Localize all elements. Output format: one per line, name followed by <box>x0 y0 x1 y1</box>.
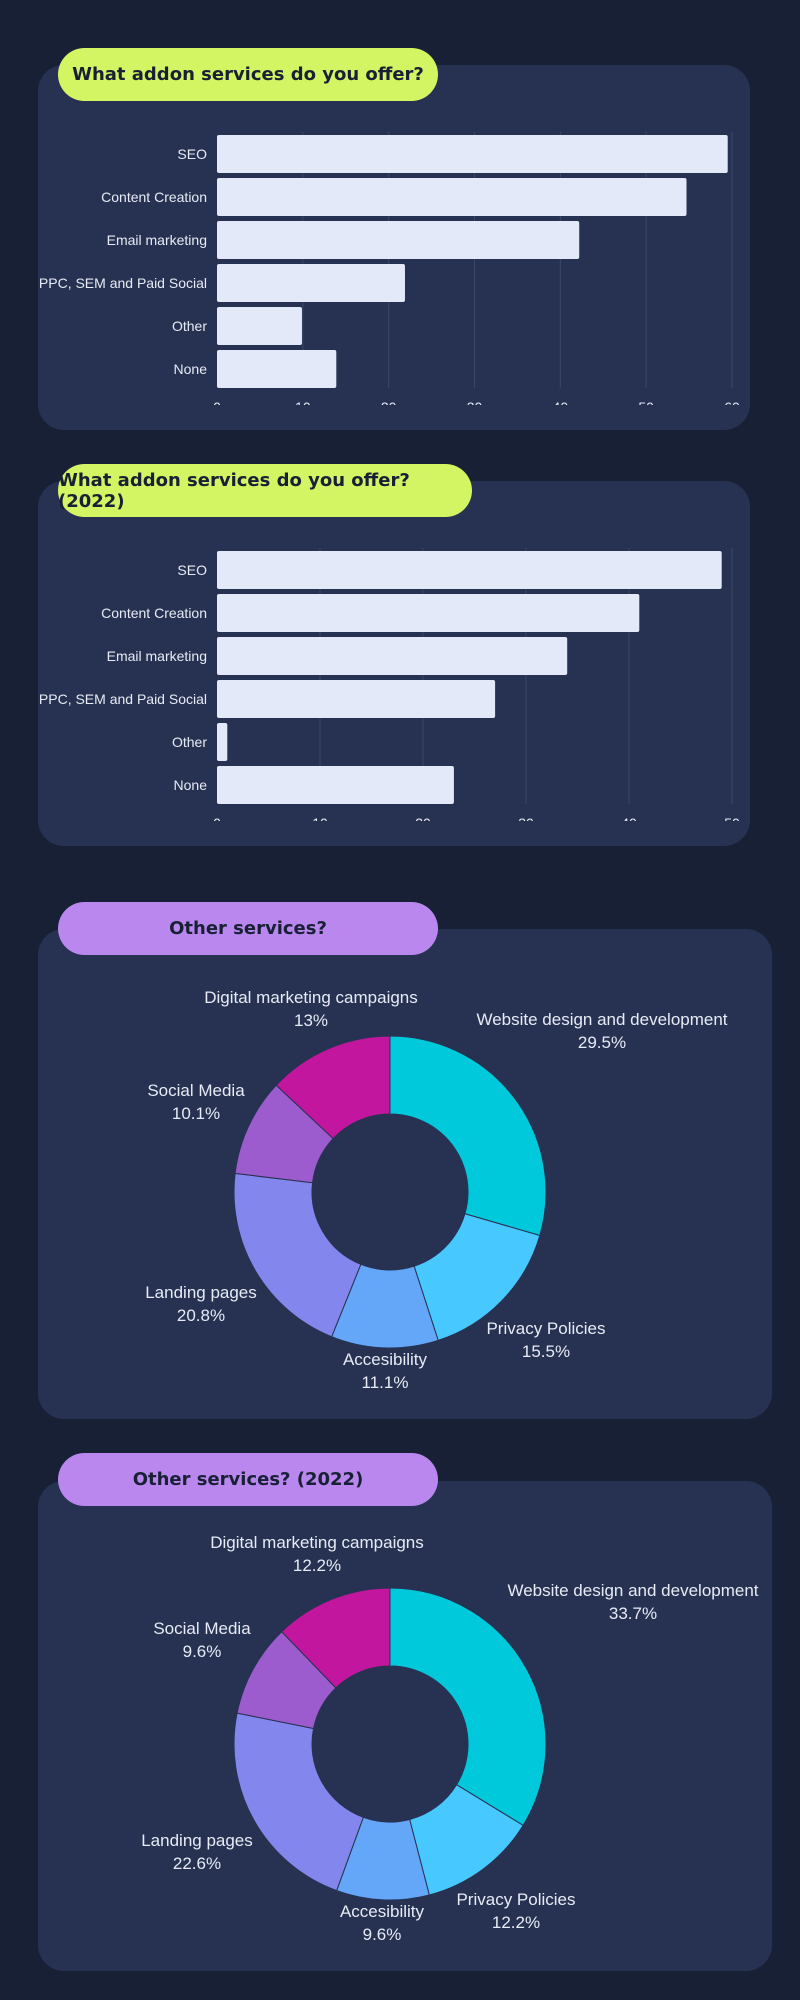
bar <box>217 307 302 345</box>
slice-value-label: 9.6% <box>183 1642 222 1661</box>
bar <box>217 723 228 761</box>
slice-label: Digital marketing campaigns <box>210 1533 424 1552</box>
bar <box>217 594 640 632</box>
category-label: Other <box>172 734 207 750</box>
slice-label: Accesibility <box>343 1350 428 1369</box>
donut-slice <box>389 1035 547 1237</box>
x-tick-label: 50 <box>638 399 654 405</box>
x-tick-label: 20 <box>415 815 431 821</box>
slice-label: Landing pages <box>145 1283 257 1302</box>
bar-chart-1: 0 10 20 30 40 50 60 SEO Content Creation Email ma… <box>39 132 740 405</box>
slice-label: Privacy Policies <box>486 1319 605 1338</box>
x-tick-label: 0 <box>213 399 221 405</box>
bar <box>217 350 337 388</box>
slice-value-label: 9.6% <box>363 1925 402 1944</box>
bar <box>217 680 496 718</box>
category-label: None <box>174 361 208 377</box>
slice-value-label: 20.8% <box>177 1306 225 1325</box>
category-label: PPC, SEM and Paid Social <box>39 275 207 291</box>
slice-value-label: 12.2% <box>293 1556 341 1575</box>
category-label: SEO <box>177 146 207 162</box>
donut-slice <box>275 1035 391 1140</box>
bar <box>217 178 687 216</box>
slice-value-label: 22.6% <box>173 1854 221 1873</box>
slice-value-label: 11.1% <box>362 1373 409 1392</box>
chart-title-1: What addon services do you offer? <box>58 48 438 101</box>
donut-slice <box>389 1587 547 1827</box>
x-tick-label: 30 <box>518 815 534 821</box>
x-tick-label: 40 <box>621 815 637 821</box>
x-tick-label: 10 <box>312 815 328 821</box>
slice-label: Social Media <box>153 1619 251 1638</box>
category-label: None <box>174 777 208 793</box>
slice-value-label: 29.5% <box>578 1033 626 1052</box>
donut-chart-2: Website design and development 33.7% Priva… <box>141 1533 759 1944</box>
slice-label: Website design and development <box>476 1010 727 1029</box>
x-tick-label: 50 <box>724 815 740 821</box>
bar <box>217 766 454 804</box>
bar <box>217 221 580 259</box>
slice-label: Website design and development <box>507 1581 758 1600</box>
category-label: Email marketing <box>107 232 207 248</box>
chart-title-3: Other services? <box>58 902 438 955</box>
x-tick-label: 0 <box>213 815 221 821</box>
slice-label: Social Media <box>147 1081 245 1100</box>
slice-value-label: 10.1% <box>172 1104 220 1123</box>
category-label: PPC, SEM and Paid Social <box>39 691 207 707</box>
chart-title-4: Other services? (2022) <box>58 1453 438 1506</box>
category-label: Content Creation <box>101 189 207 205</box>
x-tick-label: 30 <box>467 399 483 405</box>
donut-chart-1: Website design and development 29.5% Priva… <box>145 988 728 1392</box>
slice-value-label: 33.7% <box>609 1604 657 1623</box>
donut-slice <box>280 1587 391 1689</box>
chart-title-2: What addon services do you offer? (2022) <box>58 464 472 517</box>
bar-chart-2: 0 10 20 30 40 50 SEO Content Creation Email mark… <box>39 548 740 821</box>
donut-slice <box>233 1172 362 1338</box>
bar <box>217 135 728 173</box>
category-label: SEO <box>177 562 207 578</box>
slice-label: Accesibility <box>340 1902 425 1921</box>
slice-value-label: 12.2% <box>492 1913 540 1932</box>
slice-label: Privacy Policies <box>456 1890 575 1909</box>
category-label: Content Creation <box>101 605 207 621</box>
category-label: Email marketing <box>107 648 207 664</box>
bar <box>217 637 568 675</box>
slice-label: Landing pages <box>141 1831 253 1850</box>
x-tick-label: 10 <box>295 399 311 405</box>
bar <box>217 551 722 589</box>
donut-slice <box>233 1712 364 1892</box>
x-tick-label: 40 <box>553 399 569 405</box>
bar <box>217 264 405 302</box>
x-tick-label: 20 <box>381 399 397 405</box>
slice-label: Digital marketing campaigns <box>204 988 418 1007</box>
x-tick-label: 60 <box>724 399 740 405</box>
slice-value-label: 13% <box>294 1011 328 1030</box>
slice-value-label: 15.5% <box>522 1342 570 1361</box>
category-label: Other <box>172 318 207 334</box>
